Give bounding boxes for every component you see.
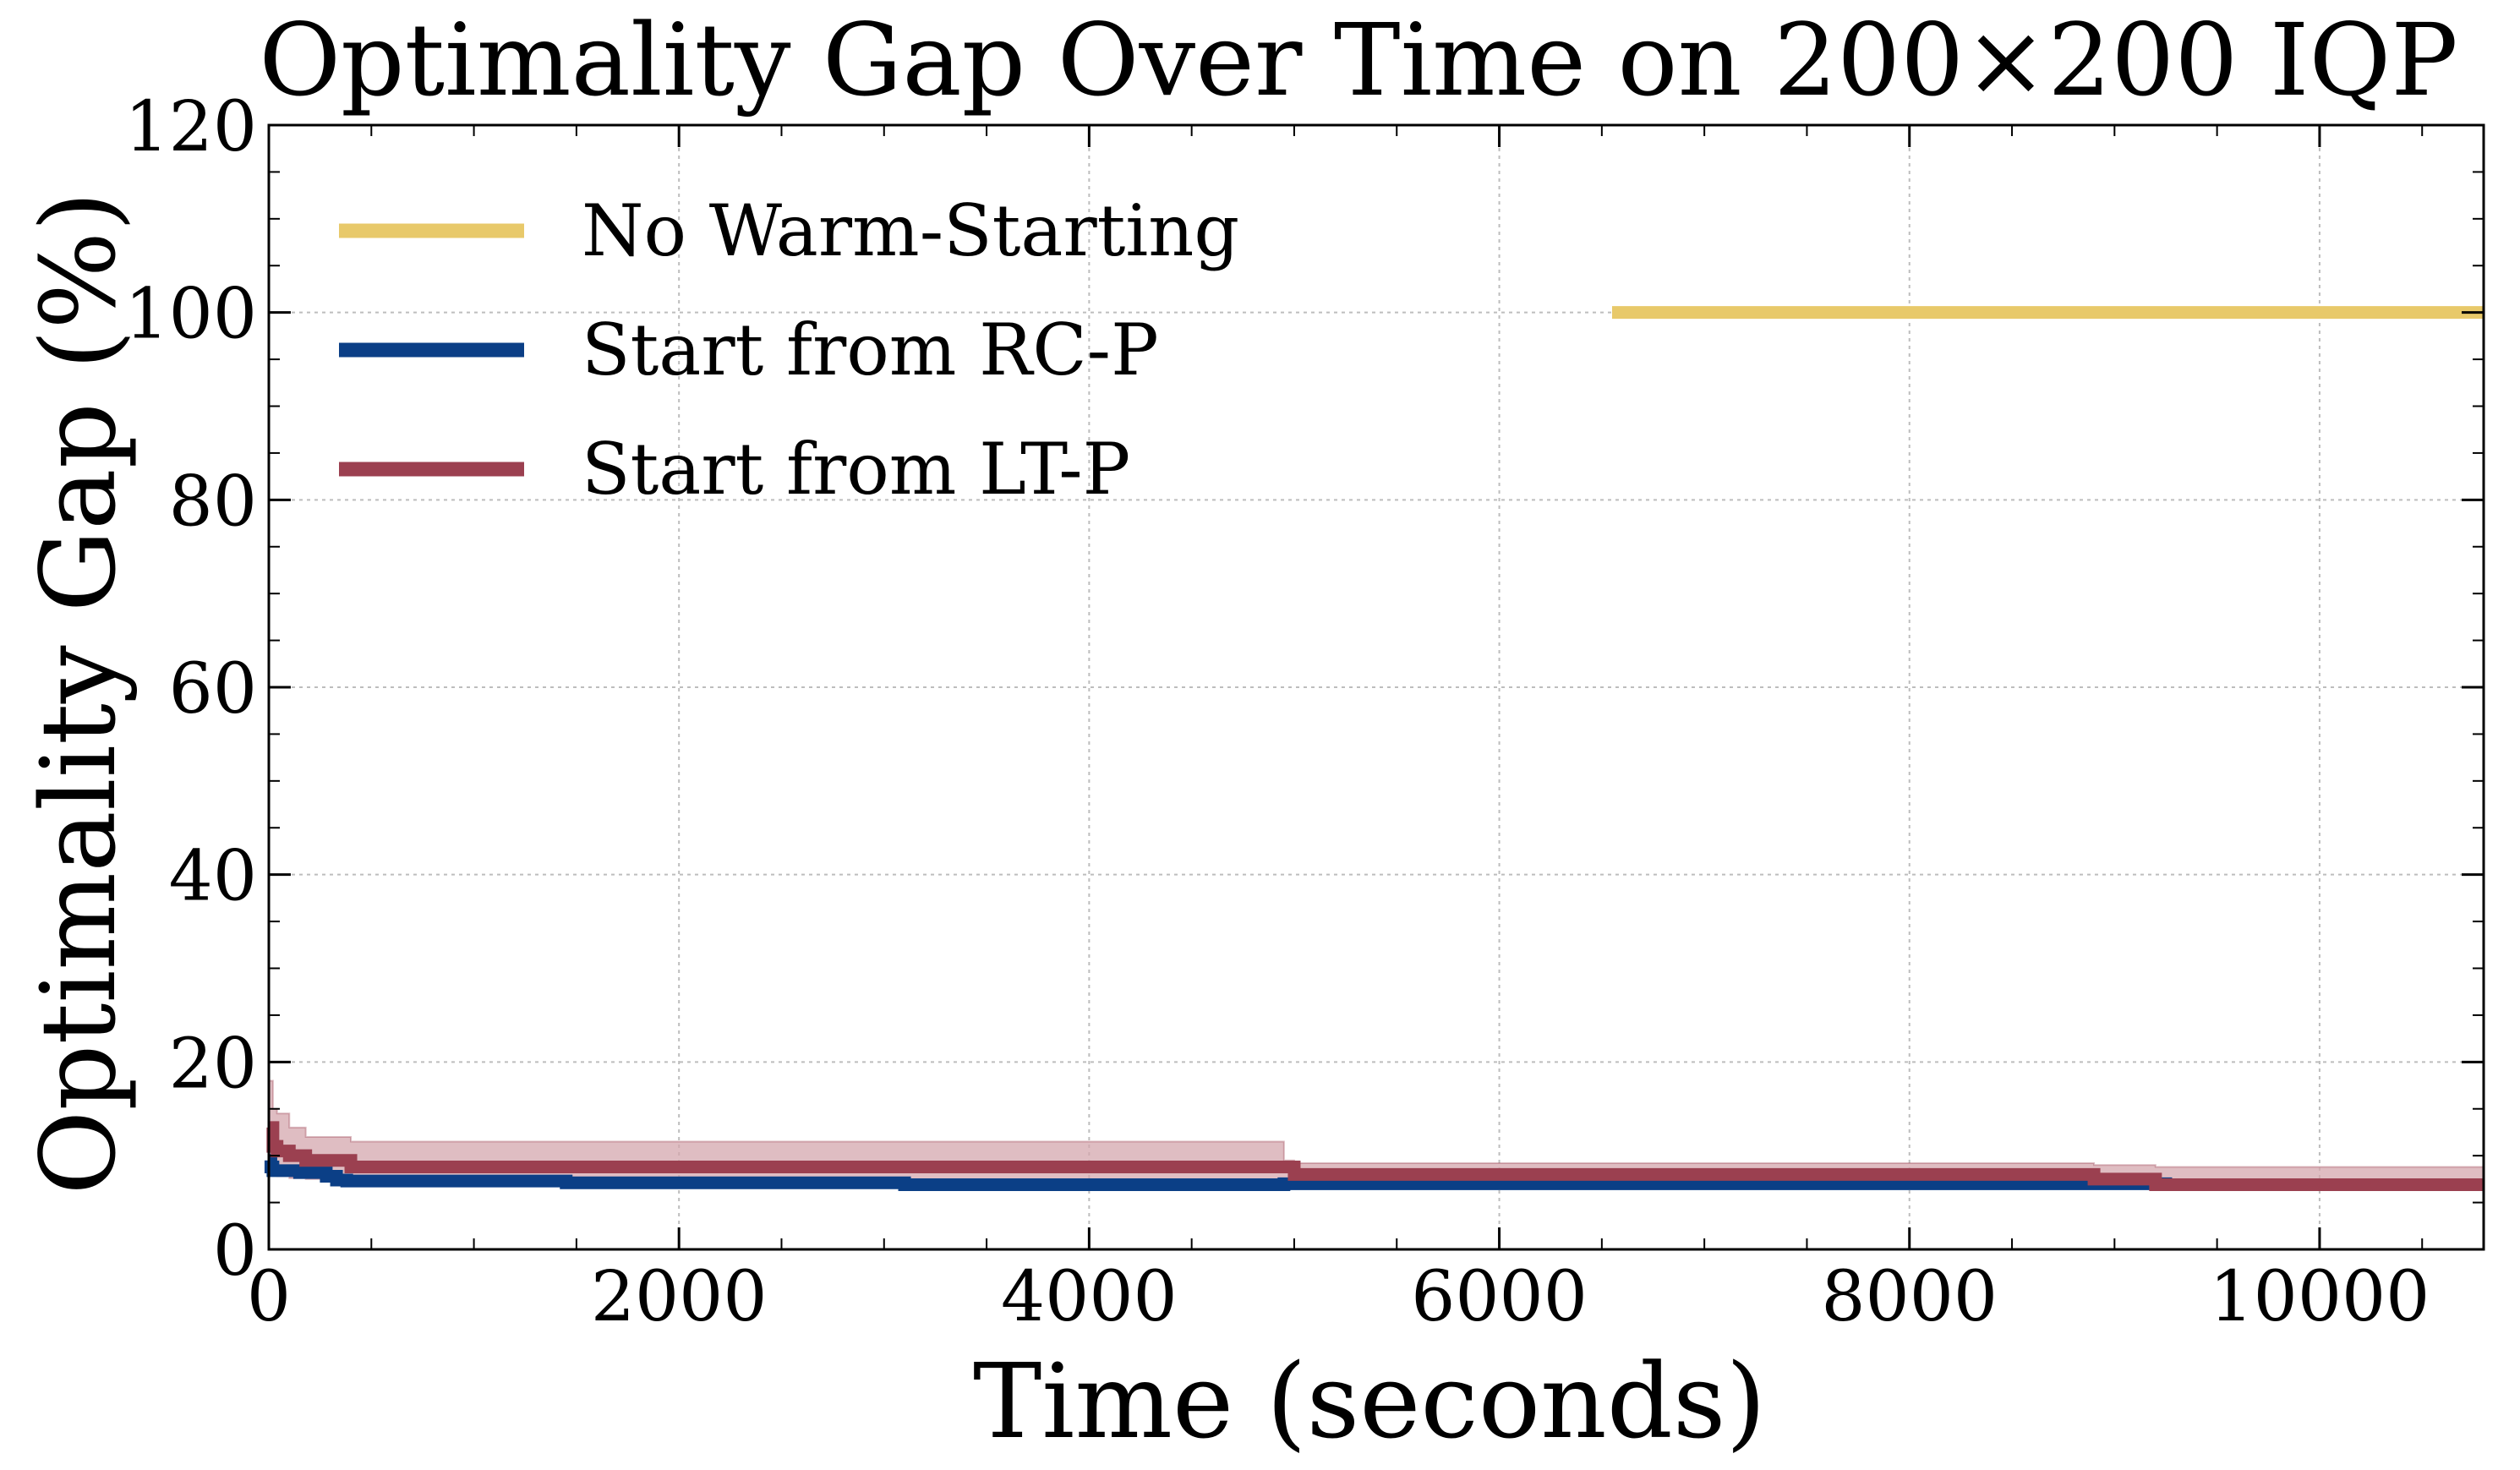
- y-tick-label: 120: [124, 87, 257, 167]
- x-tick-label: 4000: [1001, 1257, 1178, 1337]
- y-tick-label: 80: [169, 462, 257, 542]
- y-tick-label: 20: [169, 1024, 257, 1104]
- x-tick-label: 0: [247, 1257, 291, 1337]
- series-band: [268, 1079, 2484, 1187]
- y-tick-label: 40: [169, 837, 257, 917]
- legend-label: Start from LT-P: [582, 428, 1130, 511]
- y-tick-label: 60: [169, 649, 257, 730]
- legend-label: No Warm-Starting: [582, 189, 1239, 272]
- x-tick-label: 6000: [1411, 1257, 1588, 1337]
- plot-area: [264, 306, 2484, 1192]
- y-tick-label: 0: [213, 1211, 257, 1292]
- grid: [268, 124, 2484, 1250]
- y-axis-label: Optimality Gap (%): [19, 191, 139, 1195]
- x-tick-label: 10000: [2209, 1257, 2430, 1337]
- legend-label: Start from RC-P: [582, 309, 1159, 391]
- legend: No Warm-Starting Start from RC-P Start fro…: [339, 189, 1239, 511]
- series-line-start-from-lt-p: [266, 1121, 2484, 1192]
- x-tick-label: 8000: [1821, 1257, 1998, 1337]
- series-line-start-from-rc-p: [264, 1154, 2484, 1192]
- axis-ticks: 0 2000 4000 6000 8000 10000 0 20 40 60 80 100 120: [124, 87, 2484, 1337]
- chart-title: Optimality Gap Over Time on 200×200 IQP: [259, 2, 2457, 118]
- x-tick-label: 2000: [591, 1257, 768, 1337]
- x-axis-label: Time (seconds): [973, 1342, 1766, 1462]
- y-tick-label: 100: [124, 275, 257, 355]
